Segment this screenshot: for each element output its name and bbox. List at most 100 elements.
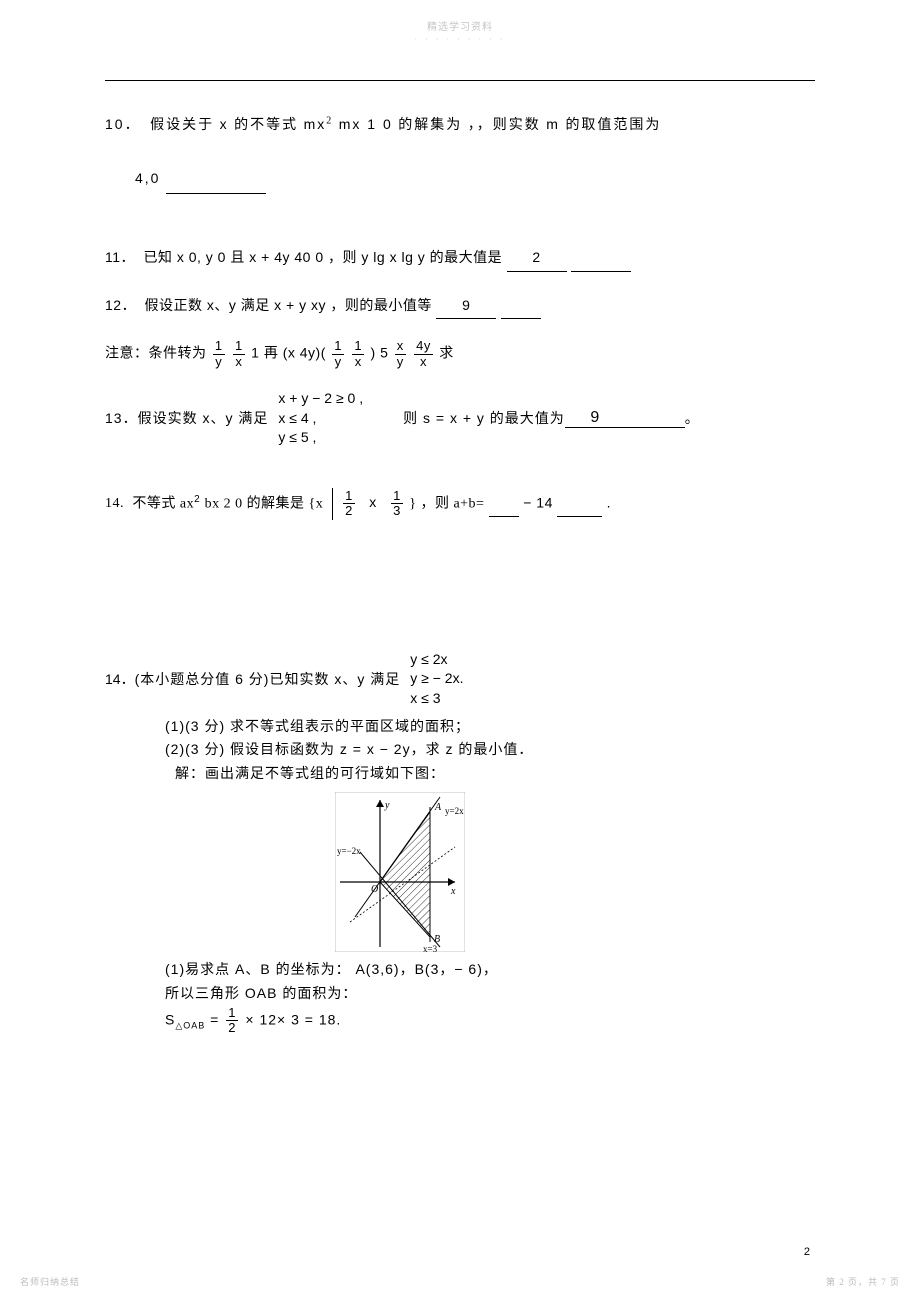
q14a-mid: x: [369, 494, 377, 510]
label-o: O: [371, 884, 378, 895]
note-frac5: xy: [395, 339, 406, 369]
q14b-sys2: y ≥ − 2x.: [410, 669, 463, 689]
n: 1: [391, 489, 403, 504]
q14b-line2: 所以三角形 OAB 的面积为：: [165, 982, 815, 1006]
n: 4y: [414, 339, 433, 354]
q10-expr2: mx 1 0: [339, 116, 393, 132]
d: 2: [226, 1021, 238, 1035]
d: 2: [343, 504, 355, 518]
q14a-dot: .: [607, 494, 611, 510]
q10-blank: [166, 167, 266, 195]
page-number: 2: [804, 1246, 810, 1258]
s-sub: △OAB: [175, 1020, 205, 1030]
note-frac1: 1y: [213, 339, 225, 369]
n: 1: [332, 339, 344, 354]
q13-text-a: 假设实数 x、y 满足: [138, 408, 269, 428]
q10-sup: 2: [326, 115, 333, 126]
watermark-text: 精选学习资料: [427, 22, 493, 33]
q14a-text-b: } ，则 a+b=: [409, 496, 484, 511]
q14b-line3: S△OAB = 12 × 12× 3 = 18.: [165, 1006, 815, 1036]
d: y: [332, 355, 344, 369]
n: x: [395, 339, 406, 354]
q14b-sys1: y ≤ 2x: [410, 650, 463, 670]
footer-right: 第 2 页，共 7 页: [826, 1275, 900, 1288]
n: 1: [352, 339, 364, 354]
q14a-blank1: [489, 489, 519, 517]
q11-num: 11．: [105, 249, 135, 265]
q14a-answer: − 14: [523, 494, 553, 510]
q13-blank: [625, 409, 685, 428]
s-sym: S: [165, 1011, 175, 1027]
label-a: A: [434, 802, 442, 813]
q14b-sub1: (1)(3 分) 求不等式组表示的平面区域的面积；: [165, 715, 815, 739]
n: 1: [213, 339, 225, 354]
q10-text-a: 假设关于: [150, 118, 214, 133]
label-x3: x=3: [423, 944, 438, 952]
n: 1: [233, 339, 245, 354]
q14b-line1: (1)易求点 A、B 的坐标为： A(3,6)，B(3，− 6)，: [165, 958, 815, 982]
watermark-dots: · · · · · · · · ·: [0, 35, 920, 44]
problem-12: 12． 假设正数 x、y 满足 x + y xy ，则的最小值等 9: [105, 292, 815, 320]
note-mid2: ) 5: [371, 345, 389, 361]
q14b-system: y ≤ 2x y ≥ − 2x. x ≤ 3: [410, 650, 463, 709]
q14a-text-a: 不等式 ax: [132, 496, 194, 511]
footer-left: 名师归纳总结: [20, 1275, 80, 1288]
q10-text-b: 的不等式: [234, 118, 298, 133]
q10-num: 10．: [105, 116, 141, 132]
q14b-sub2: (2)(3 分) 假设目标函数为 z = x − 2y，求 z 的最小值．: [165, 738, 815, 762]
q10-text-d: 的取值范围为: [565, 118, 661, 133]
note-mid1: 1 再 (x 4y)(: [251, 345, 326, 361]
note-end: 求: [439, 345, 454, 361]
d: y: [395, 355, 406, 369]
q14a-frac1: 12: [343, 489, 355, 519]
note-frac3: 1y: [332, 339, 344, 369]
problem-14a: 14. 不等式 ax2 bx 2 0 的解集是 {x 12 x 13 } ，则 …: [105, 488, 815, 520]
n: 1: [343, 489, 355, 504]
q14a-sup: 2: [194, 494, 200, 505]
q13-text-b: 则 s = x + y 的最大值为: [403, 408, 565, 428]
q13-sys3: y ≤ 5 ,: [278, 428, 363, 448]
d: x: [233, 355, 245, 369]
label-yn2x: y=−2x: [337, 846, 361, 856]
d: y: [213, 355, 225, 369]
rest: × 12× 3 = 18.: [245, 1011, 341, 1027]
q12-answer: 9: [436, 292, 496, 320]
page-content: 10． 假设关于 x 的不等式 mx2 mx 1 0 的解集为 ，，则实数 m …: [105, 80, 815, 1035]
q14b-sys3: x ≤ 3: [410, 689, 463, 709]
q14a-text-a2: bx 2 0 的解集是 {x: [205, 496, 324, 511]
q11-blank: [571, 244, 631, 272]
d: x: [414, 355, 433, 369]
q10-var: x: [220, 116, 229, 132]
q14a-frac2: 13: [391, 489, 403, 519]
q10-m: m: [546, 116, 560, 132]
q10-text-c: 的解集为 ，，则实数: [398, 118, 541, 133]
q10-answer: 4,0: [135, 170, 160, 186]
problem-13: 13． 假设实数 x、y 满足 x + y − 2 ≥ 0 , x ≤ 4 , …: [105, 389, 815, 448]
note-frac4: 1x: [352, 339, 364, 369]
top-rule: [105, 80, 815, 81]
q10-expr: mx: [304, 116, 327, 132]
q12-text: 假设正数 x、y 满足 x + y xy ，则的最小值等: [144, 297, 431, 313]
note-frac2: 1x: [233, 339, 245, 369]
q14b-sol: 解：画出满足不等式组的可行域如下图：: [175, 762, 815, 786]
note-line: 注意：条件转为 1y 1x 1 再 (x 4y)( 1y 1x ) 5 xy 4…: [105, 339, 815, 369]
q14b-text-a: (本小题总分值 6 分)已知实数 x、y 满足: [135, 669, 401, 689]
q11-text: 已知 x 0, y 0 且 x + 4y 40 0 ，则 y lg x lg y…: [143, 249, 502, 265]
d: x: [352, 355, 364, 369]
d: 3: [391, 504, 403, 518]
label-x: x: [450, 886, 456, 897]
q13-system: x + y − 2 ≥ 0 , x ≤ 4 , y ≤ 5 ,: [278, 389, 363, 448]
q12-blank: [501, 292, 541, 320]
q14a-blank2: [557, 489, 602, 517]
eq: =: [210, 1011, 224, 1027]
set-bar-icon: [332, 488, 333, 520]
q14b-num: 14．: [105, 669, 135, 689]
half-frac: 12: [226, 1006, 238, 1036]
label-y2x: y=2x: [445, 806, 464, 816]
note-label: 注意：条件转为: [105, 345, 207, 361]
q10-answer-row: 4,0: [105, 165, 815, 195]
q14a-num: 14.: [105, 496, 124, 511]
header-watermark: 精选学习资料 · · · · · · · · ·: [0, 18, 920, 44]
n: 1: [226, 1006, 238, 1021]
q13-sys1: x + y − 2 ≥ 0 ,: [278, 389, 363, 409]
